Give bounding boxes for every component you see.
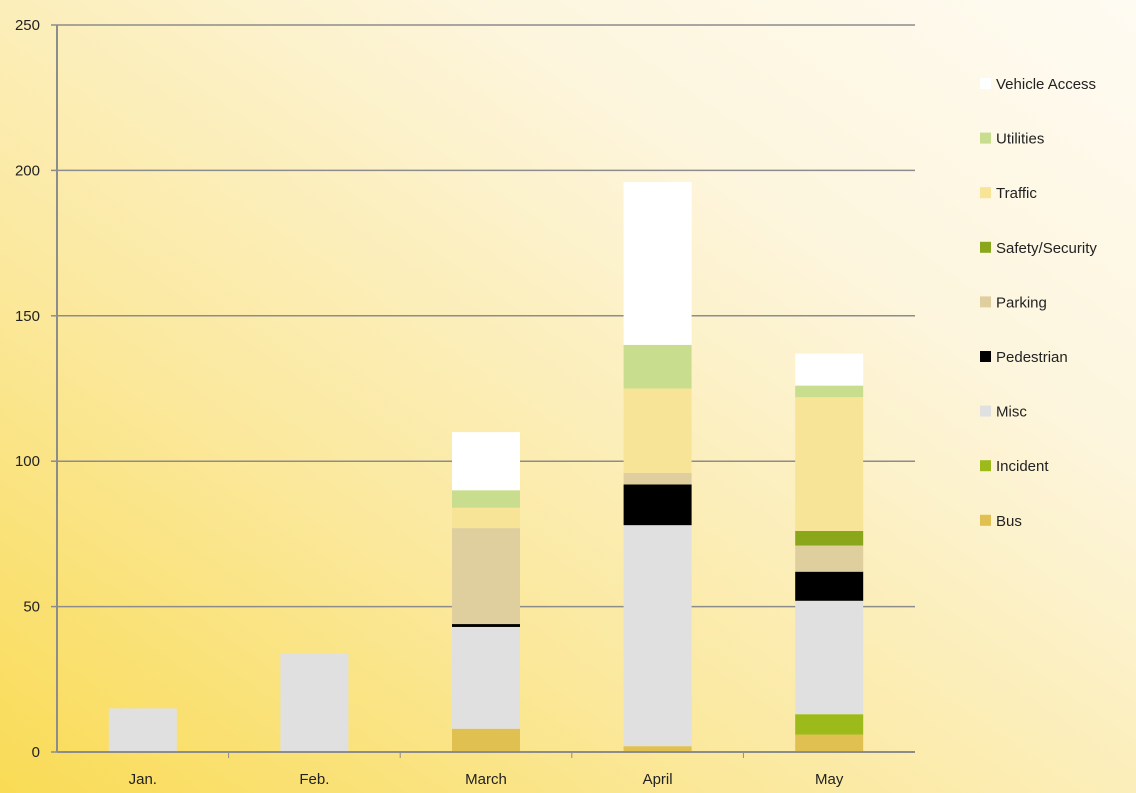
legend-swatch	[980, 514, 991, 526]
bar-segment	[795, 530, 864, 546]
bar-segment	[795, 714, 864, 735]
legend: Vehicle Access Utilities Traffic Safety/Sec…	[980, 76, 1097, 530]
legend-label: Bus	[996, 513, 1022, 530]
bar-segment	[623, 472, 692, 485]
x-tick-label: May	[815, 771, 844, 788]
legend-label: Pedestrian	[996, 349, 1068, 366]
bar-segment	[452, 490, 520, 508]
bar-segment	[452, 626, 520, 729]
bar-segment	[280, 653, 349, 752]
legend-swatch	[980, 187, 991, 199]
bar-segment	[623, 388, 692, 473]
bar-segment	[795, 734, 864, 752]
y-tick-label: 250	[15, 17, 40, 34]
bar-segment	[795, 571, 864, 601]
bar-segment	[623, 525, 692, 747]
legend-label: Incident	[996, 458, 1049, 475]
legend-swatch	[980, 405, 991, 417]
axes: 0 50 100 150 200 250 Jan. Feb. March April May	[15, 17, 915, 788]
legend-swatch	[980, 132, 991, 144]
bar-segment	[452, 728, 520, 752]
y-tick-label: 0	[32, 744, 40, 761]
legend-swatch	[980, 351, 991, 362]
bar-segment	[795, 385, 864, 398]
legend-swatch	[980, 78, 991, 89]
x-tick-label: April	[643, 771, 673, 788]
legend-label: Utilities	[996, 131, 1044, 148]
bar-segment	[795, 545, 864, 572]
y-tick-label: 150	[15, 308, 40, 325]
bars	[108, 182, 864, 752]
legend-swatch	[980, 296, 991, 308]
x-tick-label: March	[465, 771, 507, 788]
bar-segment	[623, 344, 692, 389]
bar-segment	[623, 746, 692, 752]
legend-label: Vehicle Access	[996, 76, 1096, 93]
legend-swatch	[980, 241, 991, 253]
legend-label: Safety/Security	[996, 240, 1097, 257]
bar-segment	[452, 528, 520, 625]
bar-segment	[795, 397, 864, 531]
y-tick-label: 50	[23, 599, 40, 616]
bar-segment	[452, 507, 520, 529]
legend-swatch	[980, 460, 991, 472]
y-tick-label: 100	[15, 453, 40, 470]
x-tick-label: Jan.	[129, 771, 157, 788]
bar-segment	[452, 432, 520, 491]
bar-segment	[623, 182, 692, 345]
x-tick-label: Feb.	[299, 771, 329, 788]
y-tick-label: 200	[15, 162, 40, 179]
bar-segment	[795, 353, 864, 386]
bar-segment	[108, 708, 177, 752]
bar-segment	[623, 484, 692, 526]
legend-label: Traffic	[996, 185, 1037, 202]
gridlines	[57, 24, 915, 608]
legend-label: Parking	[996, 294, 1047, 311]
bar-segment	[452, 624, 520, 627]
bar-segment	[795, 600, 864, 715]
legend-label: Misc	[996, 404, 1027, 421]
